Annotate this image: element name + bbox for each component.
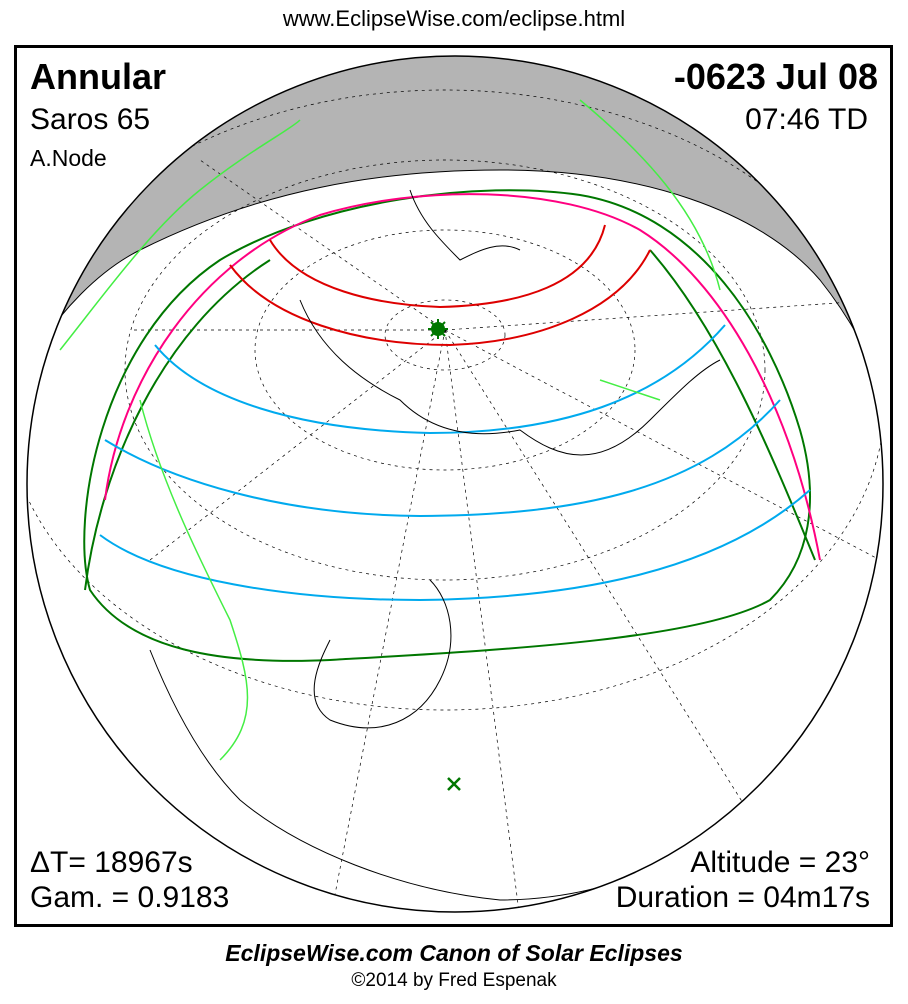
globe (27, 56, 883, 912)
eclipse-date: -0623 Jul 08 (673, 56, 878, 97)
saros: Saros 65 (30, 103, 151, 136)
gamma: Gam. = 0.9183 (30, 881, 230, 914)
footer-copyright: ©2014 by Fred Espenak (351, 970, 557, 991)
eclipse-type: Annular (30, 56, 167, 97)
graticule (27, 89, 883, 912)
delta-t: ΔT= 18967s (30, 846, 193, 879)
subsolar-point-marker (447, 777, 461, 791)
borders (59, 99, 721, 761)
annular-path-limit (104, 193, 821, 561)
footer-title: EclipseWise.com Canon of Solar Eclipses (225, 940, 683, 966)
map-frame (14, 45, 893, 927)
altitude: Altitude = 23° (690, 846, 870, 879)
night-shade (29, 56, 883, 421)
url-header: www.EclipseWise.com/eclipse.html (282, 6, 626, 31)
eclipse-time: 07:46 TD (745, 103, 868, 136)
sunrise-sunset-curve (229, 249, 651, 347)
magnitude-contours (99, 324, 811, 602)
greatest-eclipse-marker (428, 319, 448, 339)
node: A.Node (30, 145, 107, 171)
penumbra-limit (83, 189, 811, 662)
duration: Duration = 04m17s (615, 881, 870, 914)
